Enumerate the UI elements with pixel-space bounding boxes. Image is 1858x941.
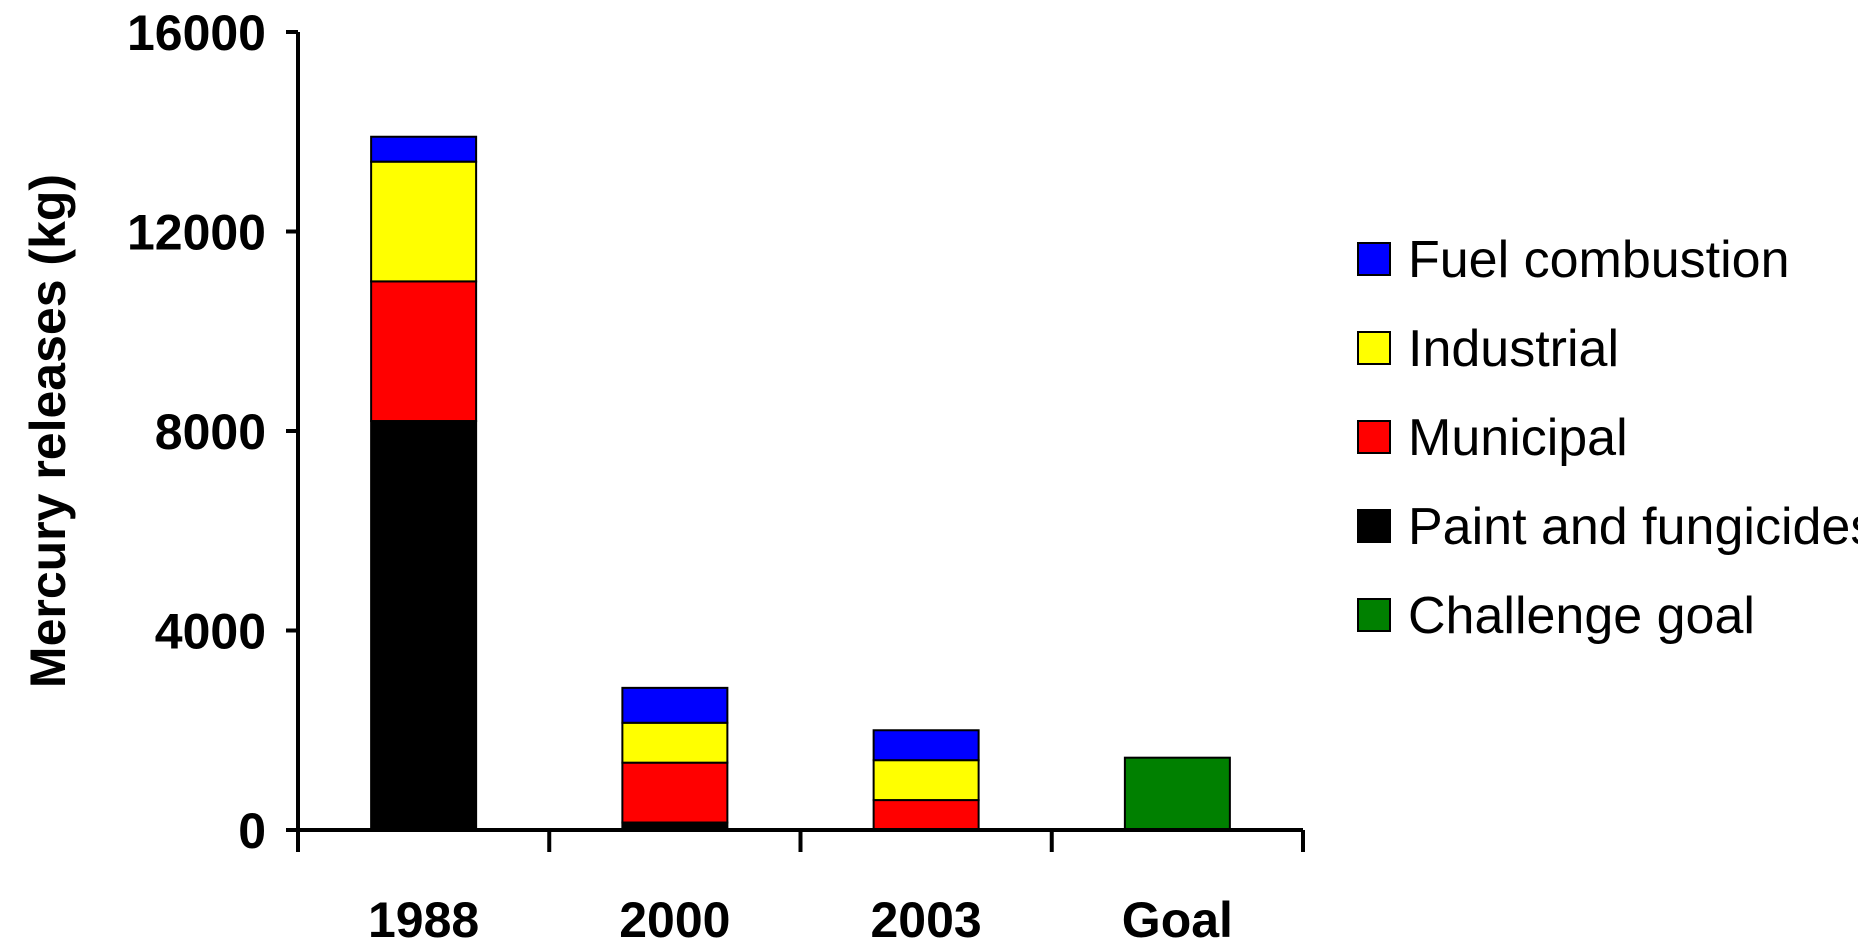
bar-segment-municipal-2000: [621, 761, 729, 824]
legend-swatch-fuel-combustion: [1357, 242, 1391, 276]
y-axis-title: Mercury releases (kg): [20, 174, 76, 688]
bar-segment-challenge-goal-goal: [1123, 756, 1231, 832]
bar-segment-municipal-1988: [370, 280, 478, 423]
legend-label-paint-and-fungicides: Paint and fungicides: [1408, 498, 1858, 556]
legend-swatch-paint-and-fungicides: [1357, 509, 1391, 543]
bar-segment-fuel-combustion-2000: [621, 686, 729, 724]
bar-segment-fuel-combustion-2003: [872, 729, 980, 762]
bar-segment-industrial-2003: [872, 759, 980, 802]
legend-label-industrial: Industrial: [1408, 320, 1619, 378]
y-tick-label: 16000: [127, 5, 266, 61]
legend: Fuel combustion Industrial Municipal Paint …: [1357, 231, 1858, 645]
y-tick-label: 0: [238, 803, 266, 859]
axes-group: 0 4000 8000 12000 16000 1988 2000 2003 Goal Mercu…: [20, 5, 1305, 941]
x-tick-label: 2003: [871, 892, 982, 941]
bar-segment-industrial-1988: [370, 160, 478, 283]
legend-label-challenge-goal: Challenge goal: [1408, 587, 1755, 645]
bar-segment-paint-and-fungicides-1988: [370, 420, 478, 831]
y-tick-label: 12000: [127, 205, 266, 261]
x-tick-label: 2000: [619, 892, 730, 941]
bar-segment-fuel-combustion-1988: [370, 135, 478, 163]
bar-segment-industrial-2000: [621, 721, 729, 764]
legend-label-municipal: Municipal: [1408, 409, 1628, 467]
legend-label-fuel-combustion: Fuel combustion: [1408, 231, 1790, 289]
y-tick-label: 4000: [155, 604, 266, 660]
y-tick-label: 8000: [155, 404, 266, 460]
x-tick-label: 1988: [368, 892, 479, 941]
legend-swatch-municipal: [1357, 420, 1391, 454]
bar-segment-municipal-2003: [872, 799, 980, 832]
x-tick-label: Goal: [1122, 892, 1233, 941]
legend-swatch-challenge-goal: [1357, 598, 1391, 632]
legend-swatch-industrial: [1357, 331, 1391, 365]
bars-group: [370, 135, 1231, 832]
